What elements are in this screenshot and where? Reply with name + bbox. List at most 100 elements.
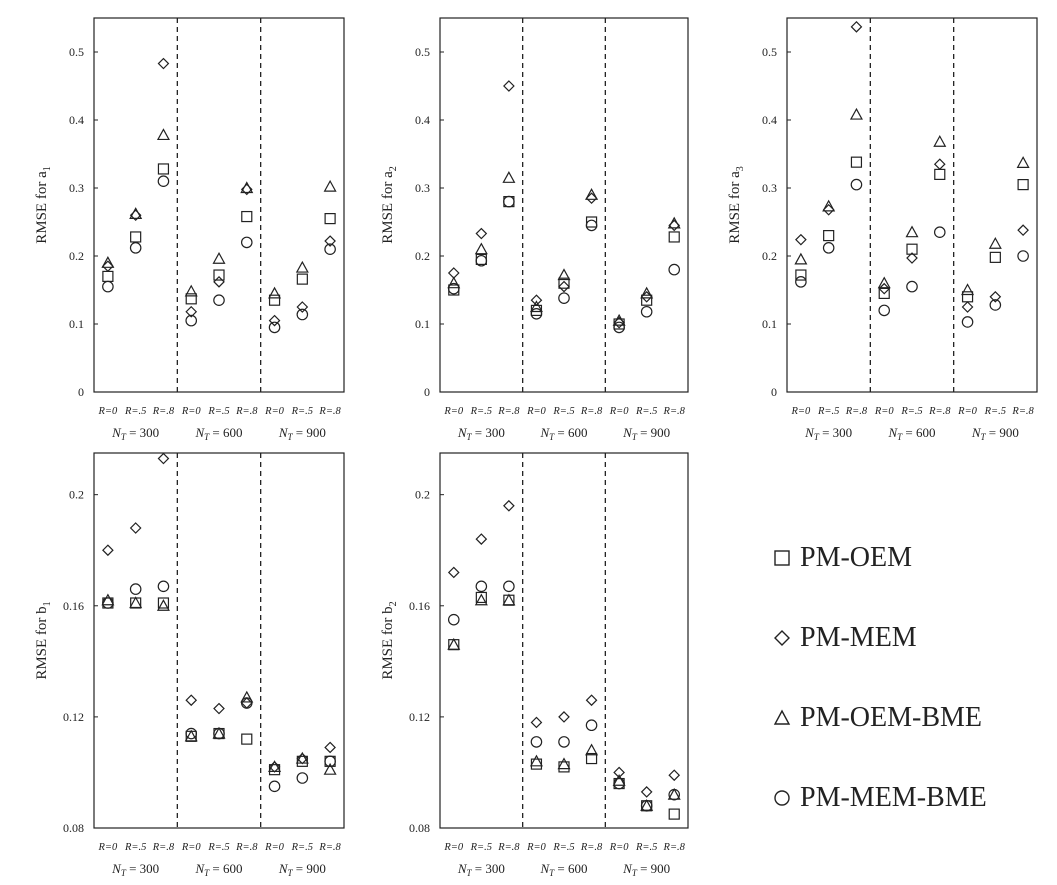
group-label-value: = 900: [637, 425, 670, 440]
series-pm-oem-bme: [794, 107, 1030, 296]
pm-oem-bme-marker: [529, 300, 543, 313]
group-label-letter: N: [278, 861, 289, 876]
y-axis-label-text: RMSE for a: [34, 171, 50, 244]
group-label: NT = 300: [457, 861, 505, 878]
pm-oem-bme-marker: [612, 774, 626, 786]
pm-oem-marker: [585, 216, 598, 228]
y-tick-label: 0.3: [762, 181, 777, 195]
pm-oem-bme-marker: [849, 107, 863, 120]
category-label: R=.5: [984, 406, 1006, 417]
pm-mem-bme-marker: [240, 697, 253, 709]
y-tick-label: 0.3: [415, 181, 430, 195]
pm-mem-marker: [668, 769, 681, 782]
series-pm-mem-bme: [795, 178, 1029, 328]
pm-mem-marker: [795, 233, 807, 246]
category-label: R=.5: [207, 406, 229, 417]
y-tick-label: 0.4: [415, 113, 430, 127]
series-pm-oem-bme: [447, 593, 681, 811]
pm-oem-bme-marker: [184, 284, 198, 297]
pm-mem-bme-marker: [268, 780, 281, 793]
plot-frame: [93, 452, 345, 829]
square-marker-icon: [774, 550, 790, 566]
y-tick-label: 0.12: [63, 710, 84, 724]
pm-mem-bme-marker: [795, 276, 807, 288]
y-tick-label: 0.2: [415, 488, 430, 502]
pm-oem-marker: [1017, 179, 1029, 191]
group-label-letter: N: [194, 861, 205, 876]
group-label-letter: N: [457, 425, 468, 440]
pm-mem-bme-marker: [961, 316, 974, 328]
pm-mem-marker: [475, 227, 488, 240]
group-label-subscript: T: [814, 432, 820, 442]
pm-oem-bme-marker: [961, 283, 975, 296]
pm-oem-bme-marker: [474, 593, 488, 606]
y-tick-label: 0.1: [762, 317, 777, 331]
group-label-value: = 300: [472, 425, 505, 440]
pm-mem-marker: [157, 452, 170, 465]
y-axis-label-subscript: 2: [388, 166, 399, 171]
legend: PM-OEM PM-MEM PM-OEM-BME PM-MEM-BME: [772, 518, 987, 838]
group-label-letter: N: [111, 861, 122, 876]
pm-oem-marker: [585, 752, 598, 765]
pm-mem-marker: [296, 301, 309, 313]
pm-oem-marker: [157, 163, 170, 175]
pm-oem-marker: [185, 293, 197, 305]
y-tick-label: 0.4: [69, 113, 84, 127]
pm-oem-marker: [668, 808, 680, 820]
group-label: NT = 900: [278, 861, 326, 878]
pm-oem-bme-marker: [268, 760, 282, 772]
pm-mem-bme-marker: [102, 280, 114, 293]
pm-mem-marker: [530, 294, 543, 307]
pm-oem-bme-marker: [447, 637, 461, 650]
category-label: R=.8: [845, 406, 868, 417]
pm-oem-marker: [130, 231, 142, 243]
pm-oem-bme-marker: [640, 799, 654, 811]
category-label: R=.5: [552, 842, 574, 853]
pm-oem-bme-marker: [640, 286, 654, 299]
chart-panel-5: 0.08 0.12 0.16 0.2 RMSE for b2 R=0 R=.5 R=.8 R=0…: [380, 452, 689, 878]
y-tick-label: 0.1: [69, 317, 84, 331]
pm-mem-bme-marker: [585, 719, 598, 732]
category-label: R=0: [181, 406, 201, 417]
pm-mem-bme-marker: [640, 305, 653, 318]
pm-mem-bme-marker: [878, 304, 891, 317]
pm-oem-marker: [530, 758, 543, 770]
pm-oem-marker: [878, 287, 890, 299]
group-label-subscript: T: [632, 432, 638, 442]
group-label-letter: N: [278, 425, 289, 440]
y-axis-label-subscript: 2: [388, 601, 399, 606]
category-label: R=.8: [152, 842, 175, 853]
pm-oem-marker: [268, 294, 281, 306]
pm-oem-bme-marker: [557, 757, 571, 770]
pm-oem-bme-marker: [502, 171, 516, 183]
group-label: NT = 300: [111, 425, 159, 442]
pm-mem-bme-marker: [530, 307, 543, 320]
series-pm-oem-bme: [447, 171, 681, 326]
group-label-letter: N: [887, 425, 898, 440]
pm-mem-marker: [102, 544, 114, 557]
group-label-value: = 600: [902, 425, 935, 440]
pm-oem-marker: [475, 591, 487, 604]
group-label-value: = 300: [126, 861, 159, 876]
group-label: NT = 600: [539, 861, 587, 878]
pm-oem-bme-marker: [323, 762, 337, 775]
series-pm-oem: [102, 597, 336, 776]
pm-mem-marker: [213, 702, 225, 715]
category-label: R=.8: [318, 842, 341, 853]
group-label: NT = 300: [457, 425, 505, 442]
category-label: R=.8: [580, 842, 603, 853]
group-label-value: = 900: [986, 425, 1019, 440]
category-label: R=.5: [817, 406, 839, 417]
series-pm-mem-bme: [447, 195, 681, 334]
group-label-subscript: T: [287, 432, 293, 442]
legend-item-pm-mem: PM-MEM: [772, 598, 987, 678]
plot-frame: [439, 17, 689, 393]
pm-mem-bme-marker: [296, 308, 309, 321]
y-tick-label: 0.2: [762, 249, 777, 263]
group-label-subscript: T: [121, 432, 127, 442]
group-label-letter: N: [971, 425, 982, 440]
pm-mem-bme-marker: [185, 314, 198, 327]
series-pm-oem-bme: [101, 128, 337, 299]
legend-label: PM-OEM: [800, 542, 913, 573]
plot-frame: [439, 452, 689, 829]
